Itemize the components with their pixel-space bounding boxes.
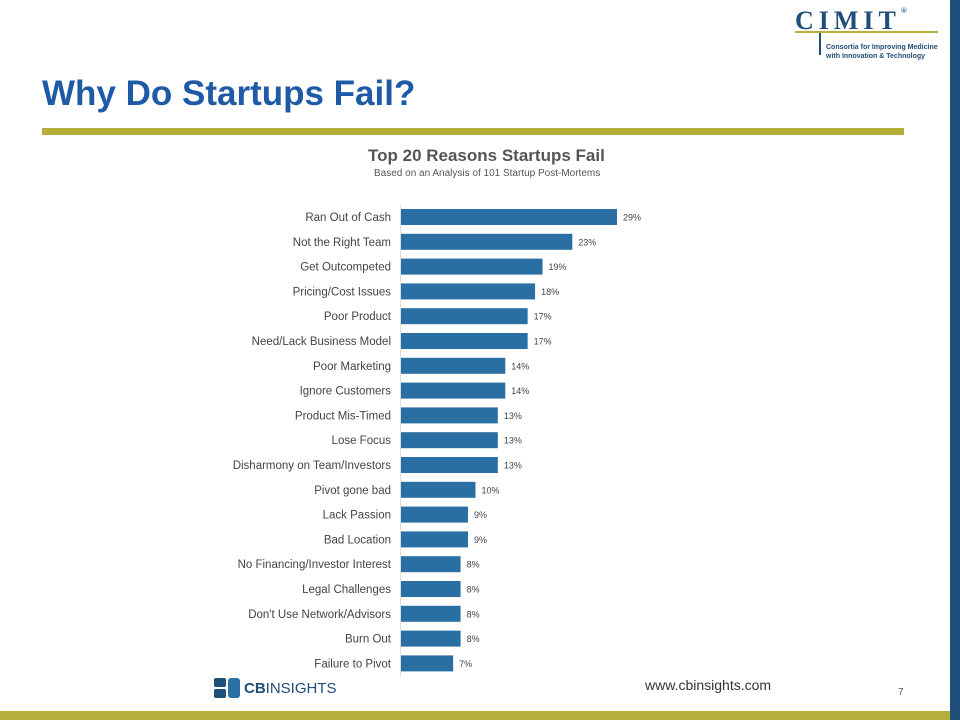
bar xyxy=(401,283,536,300)
value-label: 17% xyxy=(534,337,552,347)
value-label: 8% xyxy=(467,560,480,570)
right-accent-bar xyxy=(950,0,960,720)
bar xyxy=(401,333,528,349)
bar xyxy=(401,556,461,573)
category-label: Don't Use Network/Advisors xyxy=(248,609,391,621)
bar xyxy=(401,233,573,250)
page-number: 7 xyxy=(898,687,904,698)
bar xyxy=(401,382,506,399)
cb-wordmark-part1: CB xyxy=(244,680,266,697)
category-label: Disharmony on Team/Investors xyxy=(233,460,392,472)
value-label: 9% xyxy=(474,535,487,545)
footer-url: www.cbinsights.com xyxy=(645,677,772,693)
chart-title: Top 20 Reasons Startups Fail xyxy=(368,146,605,165)
category-label: Poor Product xyxy=(324,311,392,323)
category-label: Lose Focus xyxy=(332,435,392,447)
category-label: Not the Right Team xyxy=(293,237,391,249)
category-label: Bad Location xyxy=(324,534,391,546)
bar xyxy=(401,630,461,647)
cimit-logo: CIMIT® xyxy=(795,6,907,36)
value-label: 29% xyxy=(623,213,641,223)
registered-mark: ® xyxy=(900,6,907,15)
bottom-accent-bar xyxy=(0,711,950,720)
category-label: No Financing/Investor Interest xyxy=(238,559,392,571)
category-label: Pivot gone bad xyxy=(314,485,391,497)
value-label: 23% xyxy=(578,237,596,247)
value-label: 8% xyxy=(467,585,480,595)
bar xyxy=(401,308,528,325)
bar xyxy=(401,531,469,548)
category-label: Product Mis-Timed xyxy=(295,410,391,422)
category-label: Need/Lack Business Model xyxy=(252,336,391,348)
cb-insights-wordmark: CBINSIGHTS xyxy=(244,680,337,697)
value-label: 13% xyxy=(504,411,522,421)
category-label: Ran Out of Cash xyxy=(305,212,391,224)
value-label: 10% xyxy=(481,485,499,495)
category-label: Ignore Customers xyxy=(300,386,392,398)
bar xyxy=(401,407,498,424)
category-label: Lack Passion xyxy=(323,510,391,522)
cb-insights-logo: CBINSIGHTS xyxy=(214,678,337,700)
bar xyxy=(401,258,543,275)
category-label: Failure to Pivot xyxy=(314,658,392,670)
cb-insights-icon xyxy=(214,678,240,698)
value-label: 19% xyxy=(549,262,567,272)
cimit-tagline-line-2: with Innovation & Technology xyxy=(826,53,926,60)
bar xyxy=(401,655,454,672)
cimit-tagline-line-1: Consortia for Improving Medicine xyxy=(826,44,938,51)
category-label: Legal Challenges xyxy=(302,584,391,596)
title-underline xyxy=(42,128,904,135)
cb-wordmark-part2: INSIGHTS xyxy=(265,680,337,697)
category-label: Get Outcompeted xyxy=(300,262,391,274)
bar xyxy=(401,506,469,523)
value-label: 8% xyxy=(467,634,480,644)
chart-subtitle: Based on an Analysis of 101 Startup Post… xyxy=(374,168,601,179)
value-label: 17% xyxy=(534,312,552,322)
bar xyxy=(401,581,461,597)
value-label: 9% xyxy=(474,510,487,520)
category-label: Poor Marketing xyxy=(313,361,391,373)
bar xyxy=(401,357,506,374)
logo-divider xyxy=(819,33,821,55)
value-label: 8% xyxy=(467,609,480,619)
value-label: 14% xyxy=(511,386,529,396)
logo-rule xyxy=(795,31,938,33)
bar xyxy=(401,481,476,498)
value-label: 7% xyxy=(459,659,472,669)
value-label: 18% xyxy=(541,287,559,297)
value-label: 14% xyxy=(511,361,529,371)
value-label: 13% xyxy=(504,436,522,446)
category-label: Burn Out xyxy=(345,634,392,646)
bar xyxy=(401,209,617,225)
bar xyxy=(401,432,498,449)
cimit-tagline: Consortia for Improving Medicine with In… xyxy=(826,43,938,61)
cimit-logo-name: CIMIT xyxy=(795,6,901,35)
slide-title: Why Do Startups Fail? xyxy=(42,74,416,113)
category-label: Pricing/Cost Issues xyxy=(293,286,392,298)
value-label: 13% xyxy=(504,461,522,471)
bar xyxy=(401,457,498,473)
bar xyxy=(401,605,461,622)
